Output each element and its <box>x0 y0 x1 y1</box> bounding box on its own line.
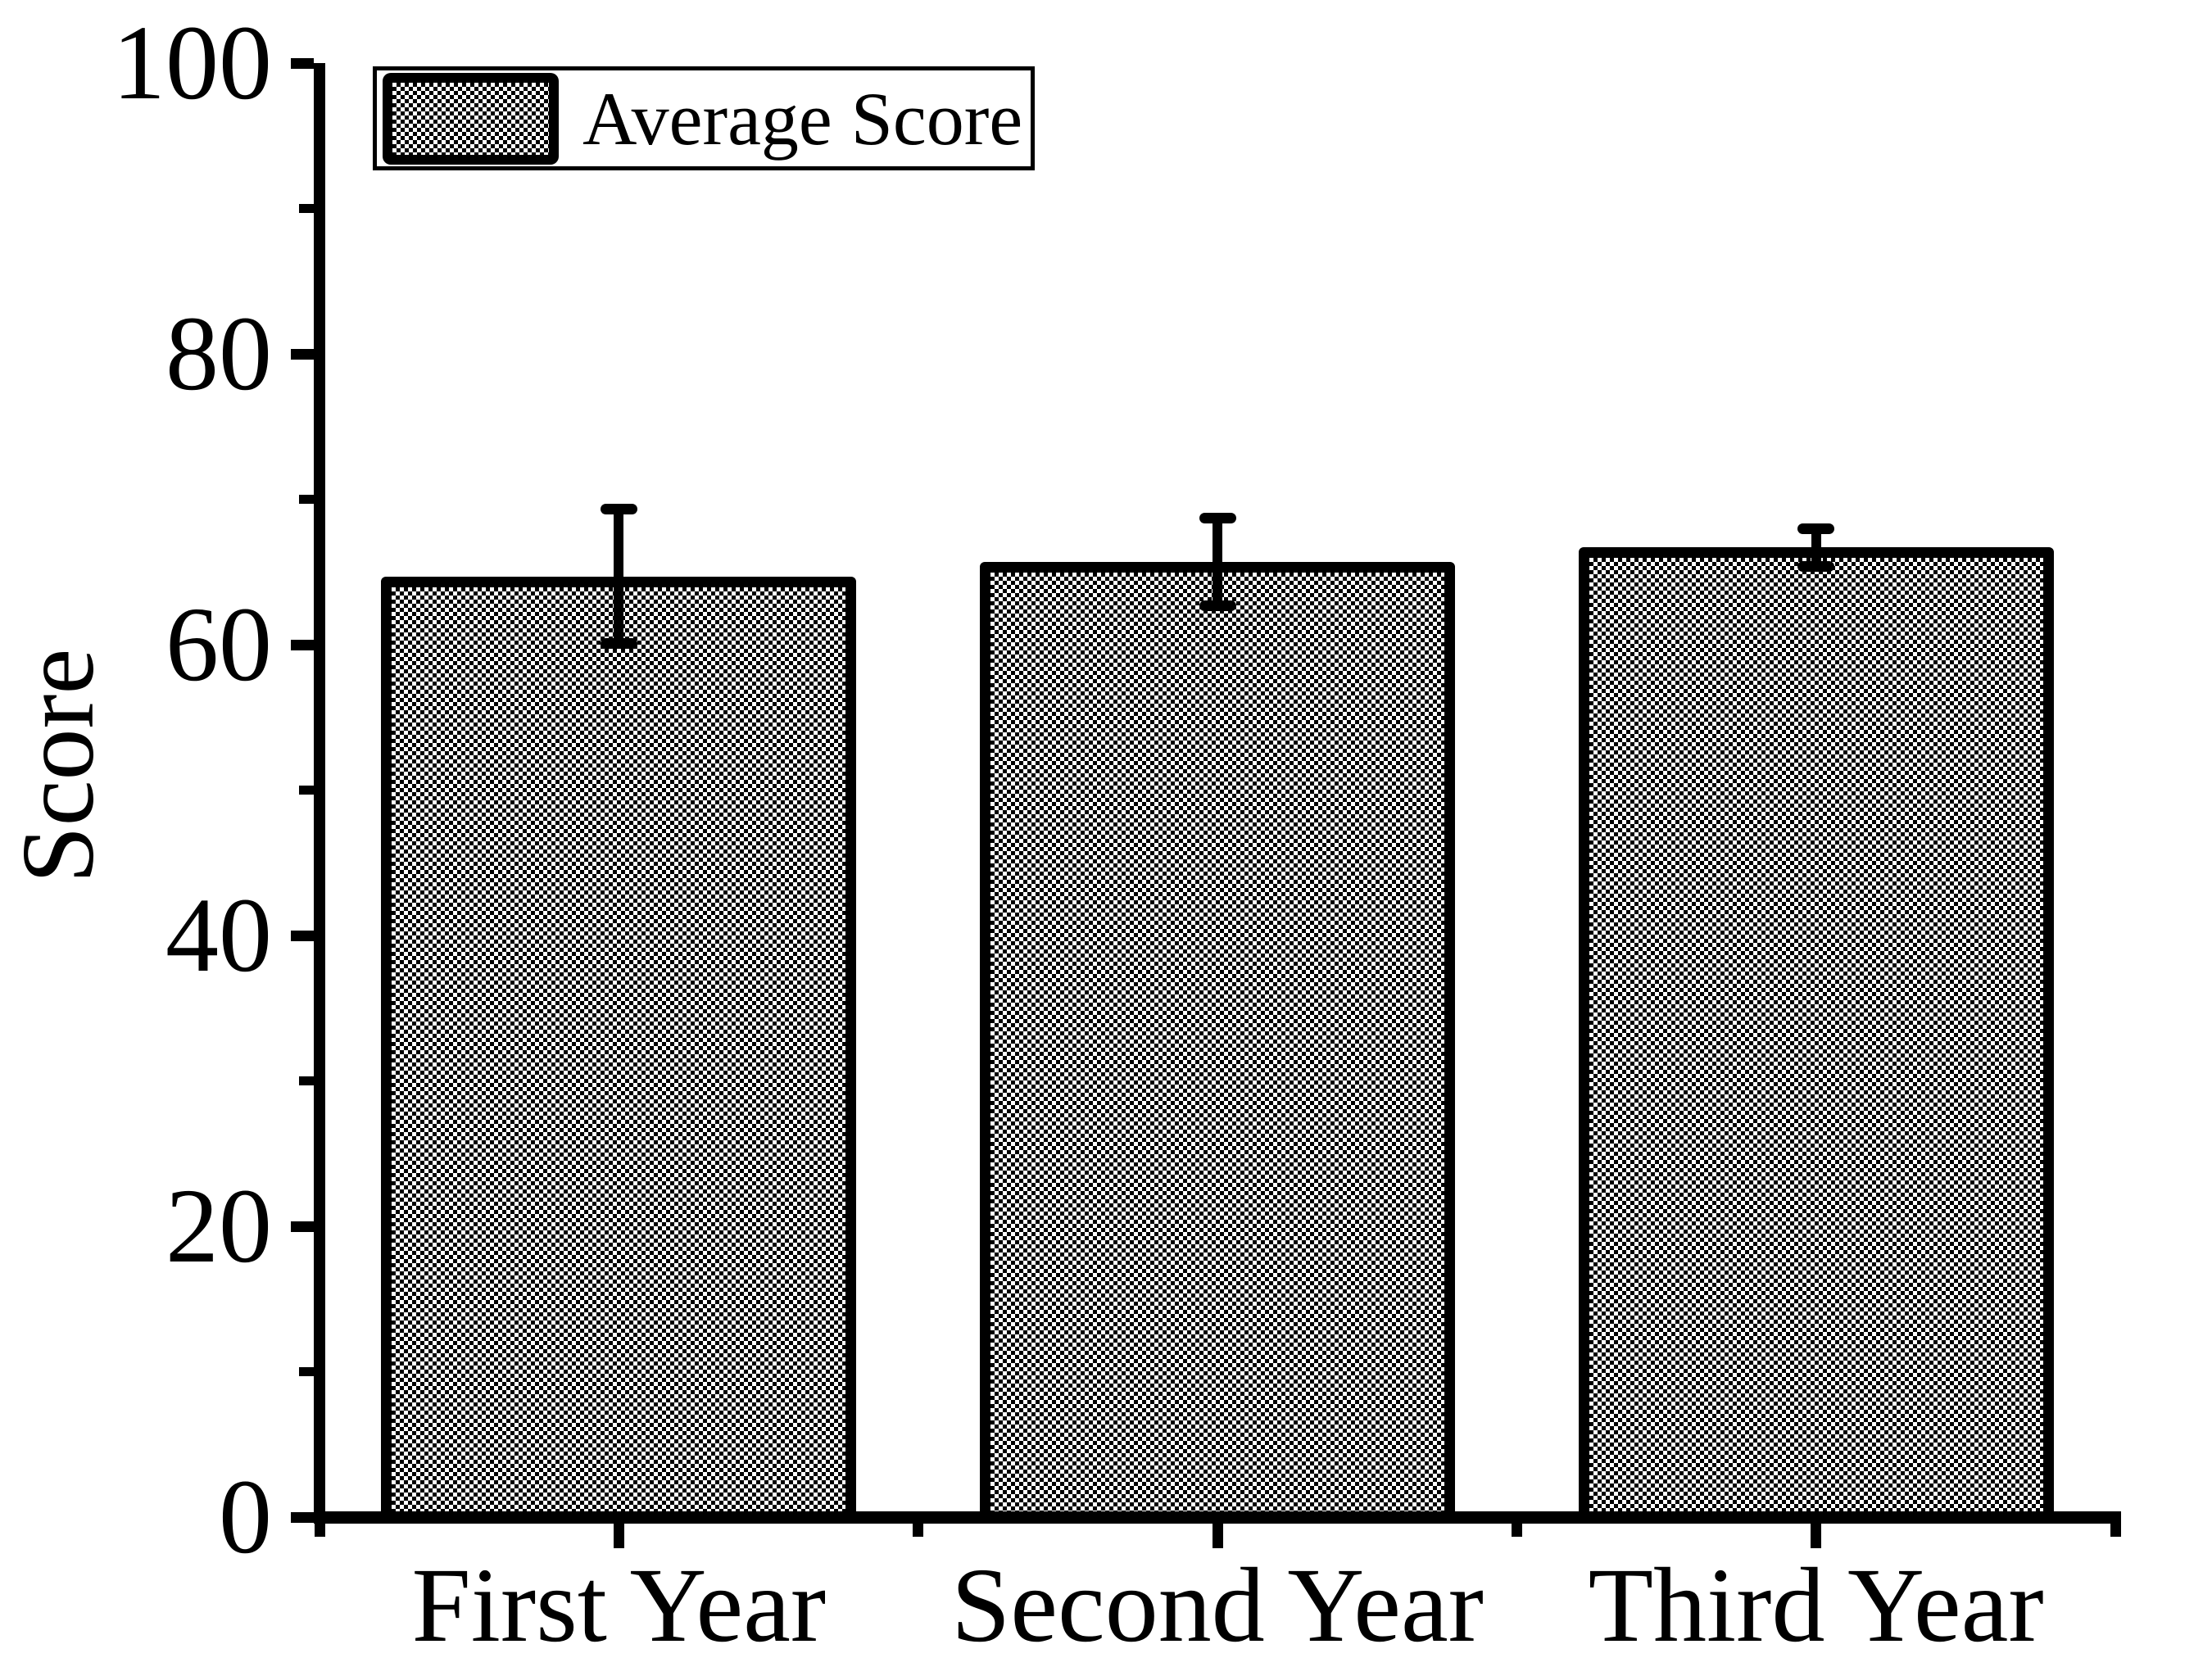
error-bar-second-year <box>1213 518 1222 606</box>
error-bar-cap-top-first-year <box>600 504 637 515</box>
x-axis-major-tick-third-year <box>1811 1524 1822 1548</box>
x-tick-label-first-year: First Year <box>411 1547 827 1665</box>
y-tick-label-80: 80 <box>165 295 272 413</box>
error-bar-cap-top-third-year <box>1797 523 1835 534</box>
x-axis-boundary-tick-0 <box>314 1524 325 1537</box>
x-axis-boundary-tick-3 <box>2110 1524 2121 1537</box>
y-axis-major-tick-40 <box>291 930 314 941</box>
error-bar-first-year <box>614 509 624 644</box>
y-tick-label-20: 20 <box>165 1167 272 1285</box>
bar-third-year <box>1578 547 2054 1523</box>
x-tick-label-second-year: Second Year <box>951 1547 1484 1665</box>
x-axis-major-tick-first-year <box>613 1524 624 1548</box>
y-axis-minor-tick-30 <box>299 1076 314 1085</box>
x-axis-boundary-tick-1 <box>913 1524 924 1537</box>
y-axis-major-tick-100 <box>291 57 314 69</box>
y-tick-label-40: 40 <box>165 877 272 994</box>
legend: Average Score <box>373 66 1035 170</box>
legend-swatch-average-score <box>383 72 559 165</box>
y-axis-major-tick-0 <box>291 1511 314 1523</box>
legend-label: Average Score <box>582 76 1023 161</box>
y-axis-major-tick-20 <box>291 1221 314 1232</box>
x-tick-label-third-year: Third Year <box>1588 1547 2044 1665</box>
x-axis-major-tick-second-year <box>1212 1524 1223 1548</box>
y-axis-minor-tick-70 <box>299 495 314 504</box>
y-axis-line <box>314 63 325 1524</box>
y-axis-major-tick-60 <box>291 639 314 650</box>
y-axis-major-tick-80 <box>291 348 314 360</box>
error-bar-third-year <box>1811 528 1821 567</box>
y-axis-minor-tick-90 <box>299 204 314 213</box>
bar-first-year <box>381 576 857 1523</box>
y-tick-label-100: 100 <box>112 4 272 122</box>
x-axis-boundary-tick-2 <box>1511 1524 1522 1537</box>
error-bar-cap-top-second-year <box>1199 513 1236 524</box>
y-tick-label-60: 60 <box>165 586 272 704</box>
y-axis-minor-tick-10 <box>299 1367 314 1376</box>
error-bar-cap-bottom-first-year <box>600 637 637 649</box>
bar-second-year <box>980 561 1455 1523</box>
error-bar-cap-bottom-second-year <box>1199 600 1236 611</box>
x-axis-line <box>314 1511 2121 1524</box>
y-axis-minor-tick-50 <box>299 786 314 795</box>
y-tick-label-0: 0 <box>219 1458 272 1576</box>
error-bar-cap-bottom-third-year <box>1797 560 1835 572</box>
